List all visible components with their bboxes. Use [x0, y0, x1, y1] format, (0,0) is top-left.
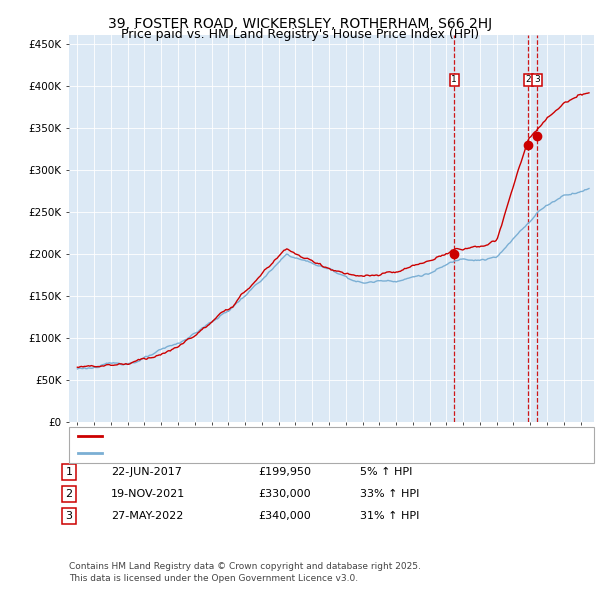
Text: 3: 3 [65, 511, 73, 520]
Text: 22-JUN-2017: 22-JUN-2017 [111, 467, 182, 477]
Text: £340,000: £340,000 [258, 511, 311, 520]
Text: 33% ↑ HPI: 33% ↑ HPI [360, 489, 419, 499]
Text: 27-MAY-2022: 27-MAY-2022 [111, 511, 184, 520]
Text: 5% ↑ HPI: 5% ↑ HPI [360, 467, 412, 477]
Text: 2: 2 [65, 489, 73, 499]
Text: Price paid vs. HM Land Registry's House Price Index (HPI): Price paid vs. HM Land Registry's House … [121, 28, 479, 41]
Text: 39, FOSTER ROAD, WICKERSLEY, ROTHERHAM, S66 2HJ: 39, FOSTER ROAD, WICKERSLEY, ROTHERHAM, … [108, 17, 492, 31]
Text: 39, FOSTER ROAD, WICKERSLEY, ROTHERHAM, S66 2HJ (detached house): 39, FOSTER ROAD, WICKERSLEY, ROTHERHAM, … [108, 431, 490, 441]
Text: 19-NOV-2021: 19-NOV-2021 [111, 489, 185, 499]
Text: 31% ↑ HPI: 31% ↑ HPI [360, 511, 419, 520]
Text: HPI: Average price, detached house, Rotherham: HPI: Average price, detached house, Roth… [108, 448, 358, 458]
Text: 1: 1 [451, 76, 457, 84]
Text: Contains HM Land Registry data © Crown copyright and database right 2025.
This d: Contains HM Land Registry data © Crown c… [69, 562, 421, 583]
Text: 1: 1 [65, 467, 73, 477]
Text: £199,950: £199,950 [258, 467, 311, 477]
Text: 3: 3 [534, 76, 540, 84]
Text: 2: 2 [526, 76, 531, 84]
Text: £330,000: £330,000 [258, 489, 311, 499]
